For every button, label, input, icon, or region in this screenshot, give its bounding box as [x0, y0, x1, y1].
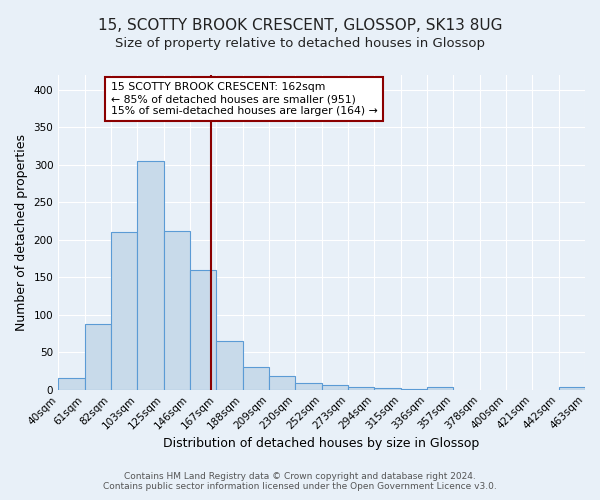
Text: Contains HM Land Registry data © Crown copyright and database right 2024.: Contains HM Land Registry data © Crown c…	[124, 472, 476, 481]
Bar	[559, 388, 585, 390]
Bar	[58, 378, 85, 390]
Text: Contains public sector information licensed under the Open Government Licence v3: Contains public sector information licen…	[103, 482, 497, 491]
Bar	[216, 341, 242, 390]
Bar	[85, 324, 111, 390]
Y-axis label: Number of detached properties: Number of detached properties	[15, 134, 28, 331]
Bar	[295, 383, 322, 390]
Bar	[374, 388, 401, 390]
Bar	[322, 385, 348, 390]
Bar	[348, 388, 374, 390]
Bar	[111, 232, 137, 390]
Bar	[401, 389, 427, 390]
Bar	[427, 388, 453, 390]
X-axis label: Distribution of detached houses by size in Glossop: Distribution of detached houses by size …	[163, 437, 480, 450]
Text: Size of property relative to detached houses in Glossop: Size of property relative to detached ho…	[115, 38, 485, 51]
Text: 15, SCOTTY BROOK CRESCENT, GLOSSOP, SK13 8UG: 15, SCOTTY BROOK CRESCENT, GLOSSOP, SK13…	[98, 18, 502, 32]
Bar	[190, 270, 216, 390]
Bar	[269, 376, 295, 390]
Bar	[137, 161, 164, 390]
Bar	[242, 367, 269, 390]
Bar	[164, 231, 190, 390]
Text: 15 SCOTTY BROOK CRESCENT: 162sqm
← 85% of detached houses are smaller (951)
15% : 15 SCOTTY BROOK CRESCENT: 162sqm ← 85% o…	[111, 82, 377, 116]
